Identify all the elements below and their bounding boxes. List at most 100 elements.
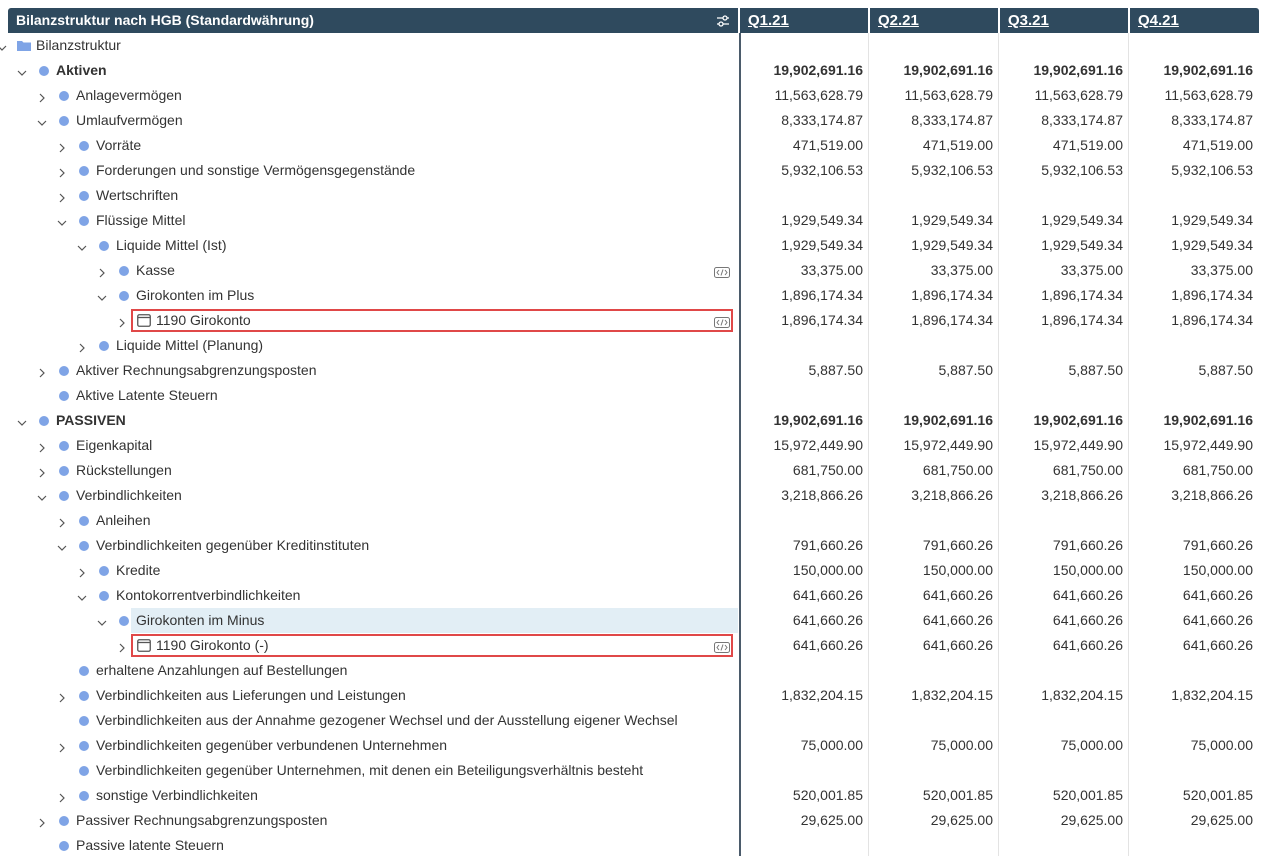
column-header[interactable]: Q3.21 [1008, 12, 1049, 29]
row-label: Bilanzstruktur [36, 37, 121, 53]
expand-toggle[interactable] [57, 215, 67, 226]
expand-toggle[interactable] [57, 790, 67, 803]
expand-toggle[interactable] [97, 265, 107, 278]
expand-toggle[interactable] [57, 140, 67, 153]
expand-toggle[interactable] [17, 65, 27, 76]
column-line [868, 33, 869, 856]
expand-toggle[interactable] [37, 815, 47, 828]
expand-toggle[interactable] [17, 415, 27, 426]
row-label: Rückstellungen [76, 462, 172, 478]
column-header[interactable]: Q1.21 [748, 12, 789, 29]
row-label: Verbindlichkeiten gegenüber Unternehmen,… [96, 762, 644, 778]
row-label: Kontokorrentverbindlichkeiten [116, 587, 301, 603]
tree-row: Verbindlichkeiten aus der Annahme gezoge… [0, 708, 1264, 733]
row-label: Verbindlichkeiten aus der Annahme gezoge… [96, 712, 678, 728]
cell-value: 791,660.26 [1182, 537, 1253, 553]
settings-icon[interactable] [716, 14, 730, 28]
selection-box [131, 309, 733, 332]
expand-toggle[interactable] [0, 40, 7, 51]
expand-toggle[interactable] [37, 490, 47, 501]
tree-row: Umlaufvermögen 8,333,174.87 8,333,174.87 8,… [0, 108, 1264, 133]
tree-row: Wertschriften [0, 183, 1264, 208]
cell-value: 75,000.00 [800, 737, 863, 753]
expand-toggle[interactable] [97, 290, 107, 301]
cell-value: 29,625.00 [800, 812, 863, 828]
expand-toggle[interactable] [57, 165, 67, 178]
cell-value: 19,902,691.16 [773, 412, 863, 428]
cell-value: 681,750.00 [1182, 462, 1253, 478]
node-dot [59, 816, 69, 826]
tree-row: PASSIVEN 19,902,691.16 19,902,691.16 19,902… [0, 408, 1264, 433]
cell-value: 791,660.26 [1052, 537, 1123, 553]
folder-icon [17, 39, 31, 51]
column-header[interactable]: Q2.21 [878, 12, 919, 29]
expand-toggle[interactable] [57, 690, 67, 703]
node-dot [39, 416, 49, 426]
formula-icon[interactable] [714, 640, 730, 653]
node-dot [59, 91, 69, 101]
expand-toggle[interactable] [77, 240, 87, 251]
expand-toggle[interactable] [57, 540, 67, 551]
tree-row: 1190 Girokonto 1,896,174.34 1,896,174.34 1,… [0, 308, 1264, 333]
tree-row: Anleihen [0, 508, 1264, 533]
node-dot [79, 216, 89, 226]
cell-value: 520,001.85 [1182, 787, 1253, 803]
cell-value: 641,660.26 [1052, 612, 1123, 628]
cell-value: 11,563,628.79 [1164, 87, 1254, 103]
cell-value: 3,218,866.26 [781, 487, 863, 503]
column-header[interactable]: Q4.21 [1138, 12, 1179, 29]
row-label: Passiver Rechnungsabgrenzungsposten [76, 812, 328, 828]
expand-toggle[interactable] [117, 315, 127, 328]
tree-row: Kasse 33,375.00 33,375.00 33,375.00 33,375.0… [0, 258, 1264, 283]
expand-toggle[interactable] [57, 740, 67, 753]
expand-toggle[interactable] [37, 90, 47, 103]
expand-toggle[interactable] [77, 565, 87, 578]
expand-toggle[interactable] [77, 590, 87, 601]
node-dot [59, 391, 69, 401]
tree-row: Eigenkapital 15,972,449.90 15,972,449.90 15… [0, 433, 1264, 458]
cell-value: 1,832,204.15 [781, 687, 863, 703]
cell-value: 681,750.00 [792, 462, 863, 478]
row-label: Liquide Mittel (Planung) [116, 337, 264, 353]
tree-row: Verbindlichkeiten 3,218,866.26 3,218,866.2… [0, 483, 1264, 508]
cell-value: 641,660.26 [1182, 612, 1253, 628]
cell-value: 11,563,628.79 [904, 87, 994, 103]
formula-icon[interactable] [714, 265, 730, 278]
account-icon [137, 639, 151, 652]
node-dot [79, 766, 89, 776]
cell-value: 15,972,449.90 [1033, 437, 1123, 453]
cell-value: 19,902,691.16 [1033, 412, 1123, 428]
expand-toggle[interactable] [37, 465, 47, 478]
row-label: Liquide Mittel (Ist) [116, 237, 227, 253]
cell-value: 520,001.85 [922, 787, 993, 803]
cell-value: 8,333,174.87 [911, 112, 993, 128]
row-label: 1190 Girokonto (-) [156, 637, 269, 653]
node-dot [79, 791, 89, 801]
expand-toggle[interactable] [97, 615, 107, 626]
tree-row: Rückstellungen 681,750.00 681,750.00 681,75… [0, 458, 1264, 483]
formula-icon[interactable] [714, 315, 730, 328]
expand-toggle[interactable] [117, 640, 127, 653]
expand-toggle[interactable] [77, 340, 87, 353]
row-label: Verbindlichkeiten gegenüber Kreditinstit… [96, 537, 370, 553]
node-dot [79, 516, 89, 526]
node-dot [79, 741, 89, 751]
cell-value: 15,972,449.90 [773, 437, 863, 453]
cell-value: 1,896,174.34 [781, 287, 863, 303]
expand-toggle[interactable] [57, 515, 67, 528]
expand-toggle[interactable] [37, 440, 47, 453]
cell-value: 471,519.00 [792, 137, 863, 153]
expand-toggle[interactable] [57, 190, 67, 203]
cell-value: 5,932,106.53 [1171, 162, 1253, 178]
expand-toggle[interactable] [37, 115, 47, 126]
row-label: Verbindlichkeiten [76, 487, 182, 503]
cell-value: 641,660.26 [922, 637, 993, 653]
selection-box [131, 634, 733, 657]
cell-value: 641,660.26 [1052, 587, 1123, 603]
cell-value: 19,902,691.16 [903, 62, 993, 78]
expand-toggle[interactable] [37, 365, 47, 378]
cell-value: 1,929,549.34 [1041, 212, 1123, 228]
node-dot [79, 716, 89, 726]
row-label: Umlaufvermögen [76, 112, 183, 128]
cell-value: 19,902,691.16 [773, 62, 863, 78]
